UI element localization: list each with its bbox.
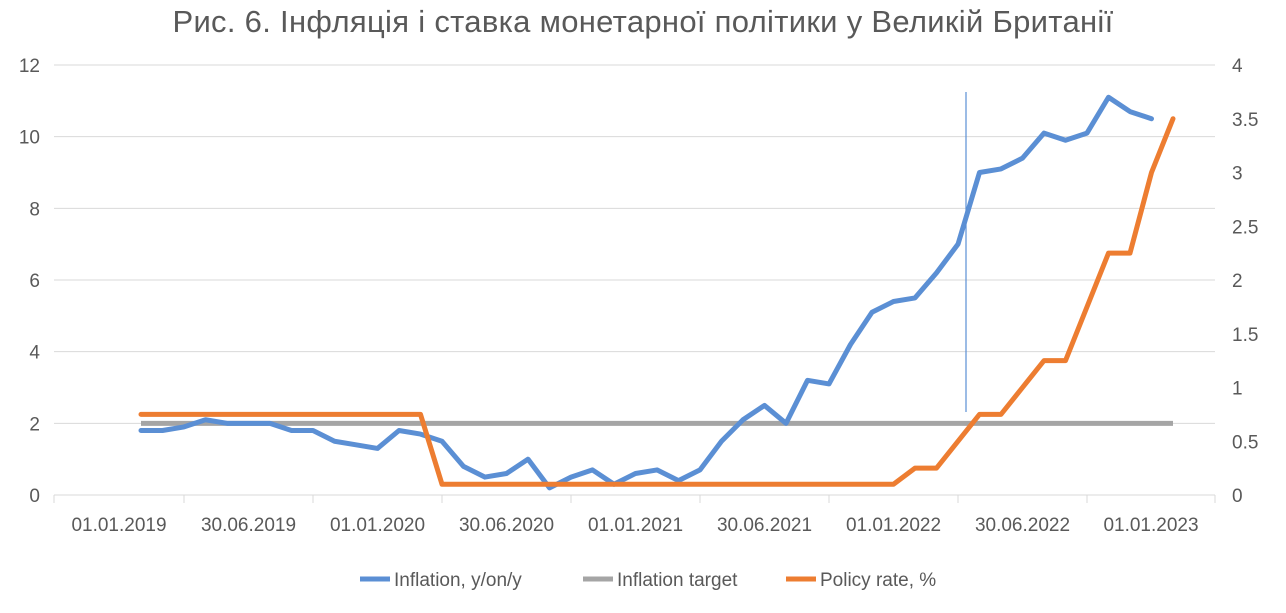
y-left-tick-label: 10 (19, 128, 40, 149)
y-left-tick-label: 6 (29, 271, 40, 292)
series-line-inflation (138, 94, 1154, 491)
series-line-policy-rate (138, 116, 1176, 487)
legend-label: Policy rate, % (820, 570, 936, 591)
y-left-tick-label: 4 (29, 343, 40, 364)
x-tick-label: 01.01.2023 (1103, 515, 1198, 536)
x-tick-label: 01.01.2021 (588, 515, 683, 536)
y-left-tick-label: 12 (19, 56, 40, 77)
y-right-tick-label: 1.5 (1232, 325, 1258, 346)
y-right-tick-label: 4 (1232, 56, 1243, 77)
y-right-tick-label: 3 (1232, 164, 1243, 185)
x-tick-label: 30.06.2022 (975, 515, 1070, 536)
grid-layer (54, 64, 1215, 496)
y-right-tick-label: 0 (1232, 486, 1243, 507)
x-tick-label: 30.06.2021 (717, 515, 812, 536)
x-tick-label: 01.01.2019 (71, 515, 166, 536)
legend-layer: Inflation, y/on/y Inflation target Policy … (360, 570, 936, 591)
axis-layer: 0 2 4 6 8 10 12 0 0.5 1 1.5 2 2.5 3 3.5 4 01.01.2019 30.0… (19, 56, 1259, 536)
y-left-tick-label: 8 (29, 199, 40, 220)
legend-label: Inflation target (617, 570, 738, 591)
y-right-tick-label: 3.5 (1232, 110, 1258, 131)
x-tick-label: 30.06.2020 (459, 515, 554, 536)
y-right-tick-label: 2.5 (1232, 217, 1258, 238)
chart-title: Рис. 6. Інфляція і ставка монетарної пол… (172, 4, 1114, 39)
y-right-tick-label: 1 (1232, 379, 1243, 400)
y-right-tick-label: 2 (1232, 271, 1243, 292)
x-tick-label: 01.01.2020 (330, 515, 425, 536)
x-tick-label: 30.06.2019 (201, 515, 296, 536)
legend-label: Inflation, y/on/y (394, 570, 522, 591)
y-right-tick-label: 0.5 (1232, 432, 1258, 453)
x-tick-label: 01.01.2022 (846, 515, 941, 536)
y-left-tick-label: 0 (29, 486, 40, 507)
y-left-tick-label: 2 (29, 414, 40, 435)
series-layer (138, 92, 1176, 491)
